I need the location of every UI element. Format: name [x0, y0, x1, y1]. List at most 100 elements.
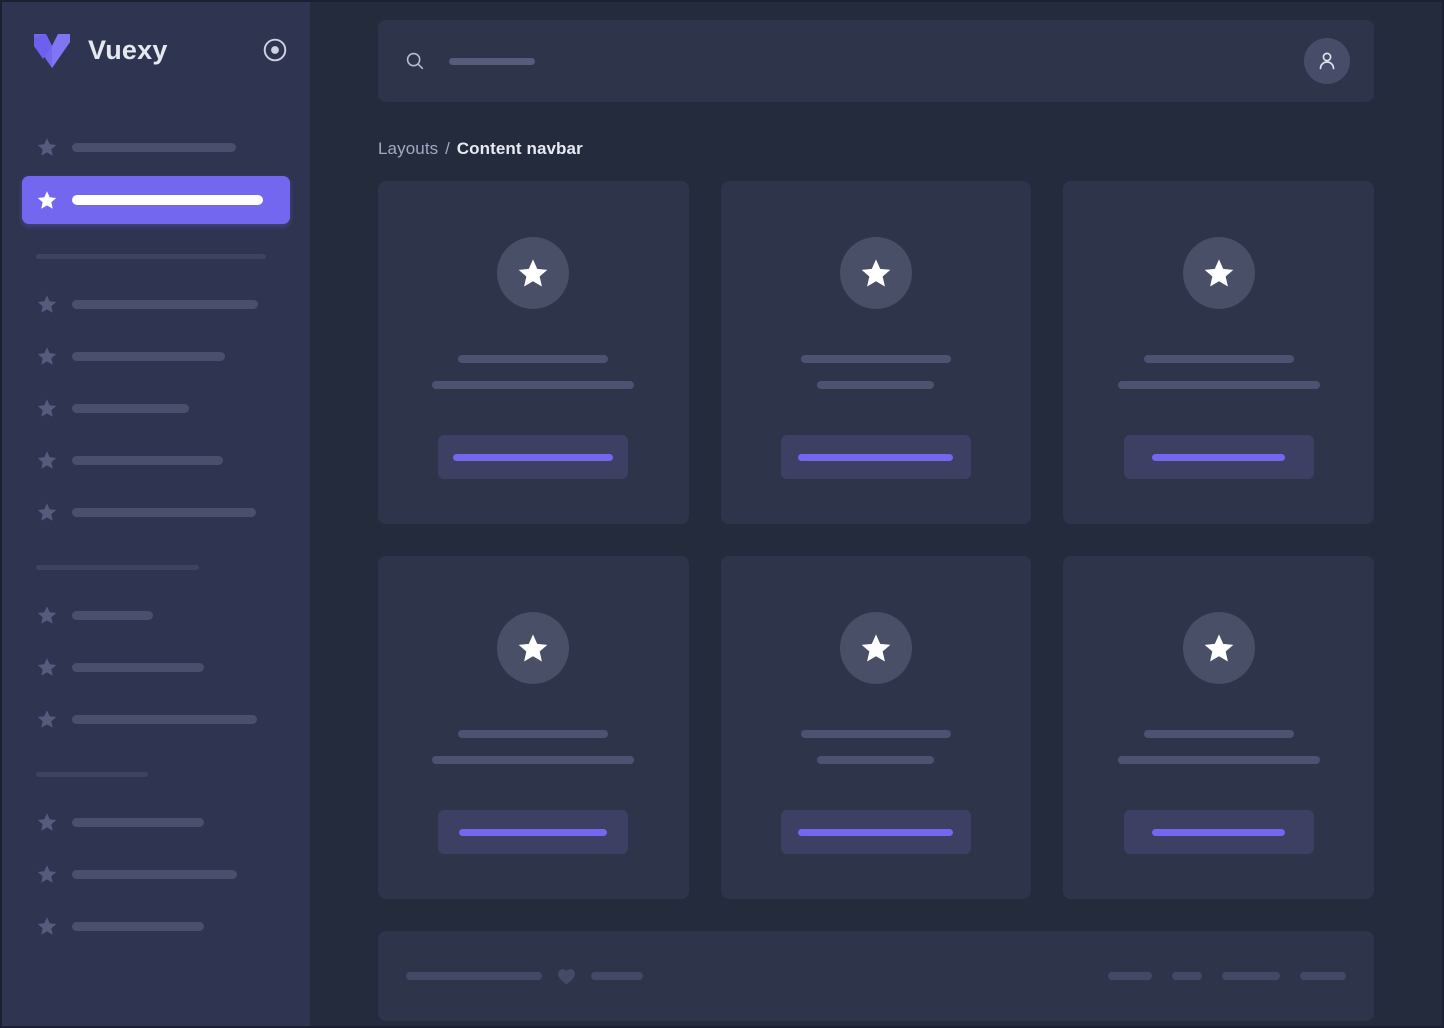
card-avatar — [1182, 237, 1255, 309]
sidebar-item-active[interactable] — [22, 176, 290, 224]
content-card — [378, 181, 689, 524]
star-icon — [861, 259, 891, 287]
card-text-line — [1117, 756, 1320, 764]
card-action-button[interactable] — [1123, 810, 1314, 854]
card-action-button[interactable] — [780, 810, 971, 854]
footer-links — [1108, 972, 1346, 980]
star-icon — [37, 295, 57, 313]
sidebar-item-label-bar — [72, 351, 225, 361]
sidebar-item-label-bar — [72, 714, 257, 724]
sidebar-item-label-bar — [72, 921, 204, 931]
sidebar-item-1-4[interactable] — [22, 489, 290, 535]
card-text-line — [1117, 381, 1320, 389]
sidebar-item-2-0[interactable] — [22, 592, 290, 638]
sidebar-section-divider — [36, 254, 266, 259]
card-text-line — [817, 756, 935, 764]
card-action-button[interactable] — [780, 435, 971, 479]
star-icon — [37, 399, 57, 417]
heart-icon — [558, 968, 575, 985]
brand-header: Vuexy — [2, 2, 310, 98]
content-navbar — [378, 20, 1374, 102]
card-avatar — [839, 612, 912, 684]
sidebar-item-1-0[interactable] — [22, 281, 290, 327]
sidebar-item-label-bar — [72, 662, 204, 672]
star-icon — [37, 451, 57, 469]
search-input[interactable] — [404, 50, 1304, 72]
sidebar-item-1-1[interactable] — [22, 333, 290, 379]
card-button-label-bar — [798, 453, 954, 461]
card-text-line — [800, 355, 951, 363]
star-icon — [861, 634, 891, 662]
sidebar-item-label-bar — [72, 817, 204, 827]
card-text-lines — [1063, 355, 1374, 389]
star-icon — [37, 347, 57, 365]
footer-card — [378, 931, 1374, 1021]
star-icon — [519, 259, 548, 287]
card-button-label-bar — [1152, 453, 1286, 461]
content-card — [1063, 181, 1374, 524]
breadcrumb-parent[interactable]: Layouts — [378, 139, 439, 158]
sidebar-item-3-2[interactable] — [22, 903, 290, 949]
card-text-lines — [378, 730, 689, 764]
card-text-lines — [721, 730, 1032, 764]
card-button-label-bar — [1152, 828, 1286, 836]
sidebar-item-label-bar — [72, 507, 256, 517]
content-card — [1063, 556, 1374, 899]
footer-link[interactable] — [1172, 972, 1202, 980]
star-icon — [37, 917, 57, 935]
footer-link[interactable] — [1300, 972, 1346, 980]
sidebar-nav — [2, 124, 310, 949]
star-icon — [1204, 259, 1233, 287]
sidebar-item-label-bar — [72, 610, 153, 620]
avatar[interactable] — [1304, 38, 1350, 84]
card-text-line — [1143, 730, 1294, 738]
content-card — [720, 556, 1032, 899]
footer-left-group — [406, 966, 1108, 987]
main-content: Layouts / Content navbar — [310, 2, 1442, 1026]
content-card — [378, 556, 689, 899]
footer-text-bar — [406, 972, 542, 980]
card-text-lines — [721, 355, 1032, 389]
card-action-button[interactable] — [1123, 435, 1314, 479]
search-placeholder-bar — [449, 57, 535, 65]
content-card — [720, 181, 1032, 524]
sidebar-item-0-0[interactable] — [22, 124, 290, 170]
card-text-line — [458, 355, 609, 363]
footer-link[interactable] — [1222, 972, 1280, 980]
sidebar-item-2-2[interactable] — [22, 696, 290, 742]
sidebar-item-label-bar — [72, 195, 263, 205]
sidebar-item-2-1[interactable] — [22, 644, 290, 690]
breadcrumb-current: Content navbar — [456, 139, 583, 158]
brand-name: Vuexy — [88, 34, 168, 65]
card-grid — [378, 181, 1374, 899]
card-text-line — [432, 381, 635, 389]
card-text-line — [800, 730, 951, 738]
card-text-line — [458, 730, 609, 738]
card-avatar — [1182, 612, 1255, 684]
sidebar-item-label-bar — [72, 299, 258, 309]
footer-link[interactable] — [1108, 972, 1152, 980]
circle-dot-pin-icon[interactable] — [262, 37, 288, 63]
card-action-button[interactable] — [438, 435, 629, 479]
star-icon — [37, 658, 57, 676]
card-button-label-bar — [453, 453, 614, 461]
sidebar-item-label-bar — [72, 142, 236, 152]
star-icon — [37, 865, 57, 883]
sidebar-item-label-bar — [72, 455, 223, 465]
card-avatar — [839, 237, 912, 309]
card-text-line — [817, 381, 935, 389]
card-avatar — [497, 237, 570, 309]
sidebar-item-3-1[interactable] — [22, 851, 290, 897]
sidebar-item-3-0[interactable] — [22, 799, 290, 845]
sidebar-section-divider — [36, 772, 148, 777]
sidebar-item-1-2[interactable] — [22, 385, 290, 431]
star-icon — [1204, 634, 1233, 662]
sidebar-item-1-3[interactable] — [22, 437, 290, 483]
card-action-button[interactable] — [438, 810, 629, 854]
breadcrumb-separator: / — [445, 139, 450, 158]
card-avatar — [497, 612, 570, 684]
star-icon — [37, 606, 57, 624]
sidebar: Vuexy — [2, 2, 310, 1026]
sidebar-section-divider — [36, 565, 199, 570]
